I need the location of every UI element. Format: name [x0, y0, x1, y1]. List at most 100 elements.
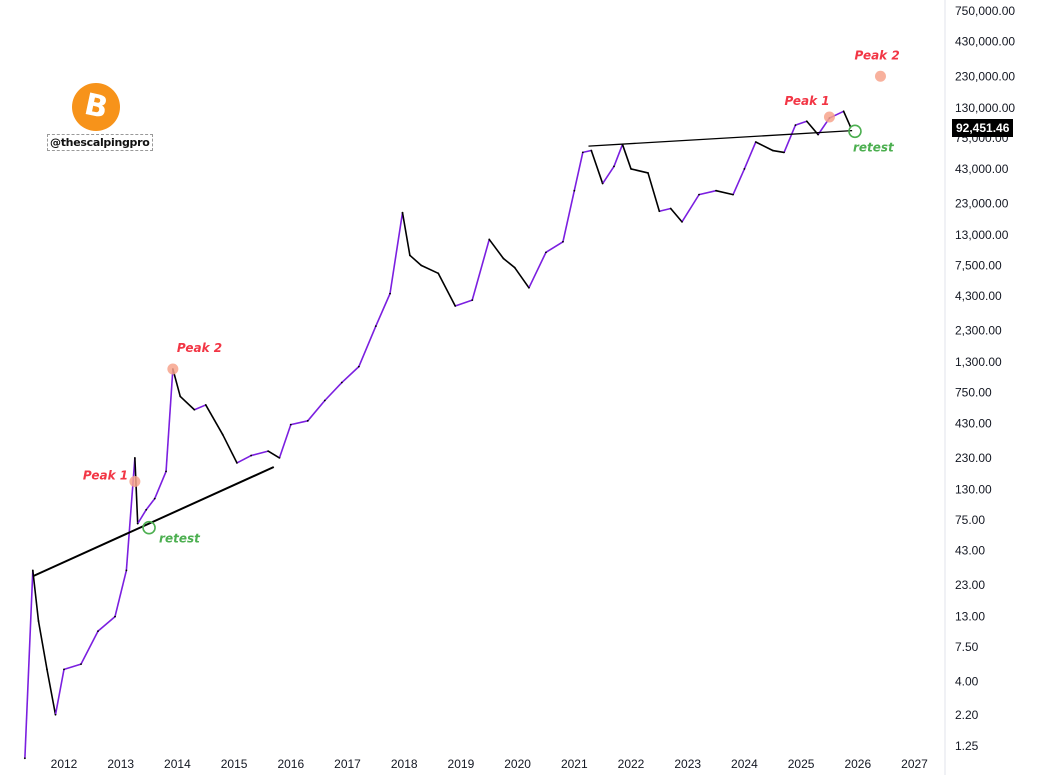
price-segment	[681, 194, 700, 223]
x-tick-label: 2027	[901, 757, 928, 771]
price-point	[153, 497, 156, 500]
price-point	[408, 254, 411, 257]
price-point	[601, 182, 604, 185]
price-segment	[842, 110, 852, 127]
price-point	[193, 408, 196, 411]
y-tick-label: 4,300.00	[955, 289, 1002, 303]
x-tick-label: 2015	[221, 757, 248, 771]
watermark-handle: @thescalpingpro	[47, 134, 153, 151]
price-segment	[194, 404, 207, 411]
x-tick-label: 2022	[618, 757, 645, 771]
price-point	[97, 630, 99, 633]
price-point	[63, 668, 65, 671]
x-tick-label: 2019	[448, 757, 475, 771]
retest-marker[interactable]	[142, 520, 156, 535]
price-point	[590, 149, 593, 152]
y-tick-label: 130.00	[955, 482, 992, 496]
price-segment	[562, 190, 576, 242]
price-segment	[755, 141, 774, 152]
price-point	[136, 522, 139, 525]
annotations[interactable]: Peak 1 Peak 2 retest Peak 1 Peak 2 retest	[83, 48, 900, 545]
price-point	[306, 419, 309, 422]
price-point	[267, 450, 270, 453]
price-segment	[732, 168, 746, 195]
retest-marker[interactable]	[848, 124, 862, 139]
x-tick-label: 2023	[674, 757, 701, 771]
price-axis[interactable]: 750,000.00 430,000.00 230,000.00 130,000.00…	[955, 4, 1015, 753]
x-tick-label: 2020	[504, 757, 531, 771]
price-segment	[670, 208, 683, 223]
price-point	[289, 423, 292, 426]
price-segment	[278, 424, 292, 459]
price-segment	[502, 257, 516, 269]
price-point	[80, 663, 82, 666]
price-point	[374, 325, 377, 327]
y-tick-label: 43.00	[955, 544, 985, 558]
trendlines[interactable]	[32, 129, 853, 578]
price-point	[145, 508, 148, 511]
price-point	[771, 149, 774, 152]
price-point	[23, 757, 26, 760]
price-segment	[375, 293, 391, 327]
price-point	[133, 456, 136, 459]
price-segment	[54, 669, 65, 715]
price-point	[46, 668, 48, 671]
x-tick-label: 2012	[51, 757, 78, 771]
annotation-label: Peak 1	[83, 469, 128, 483]
price-series	[23, 110, 852, 760]
price-point	[204, 404, 207, 406]
annotation-label: Peak 2	[177, 341, 222, 355]
price-segment	[582, 149, 592, 154]
price-segment	[471, 239, 491, 301]
price-segment	[307, 399, 326, 422]
peak-marker[interactable]	[129, 476, 141, 488]
price-segment	[63, 663, 82, 671]
trendline[interactable]	[32, 466, 275, 578]
price-segment	[795, 120, 808, 126]
price-segment	[783, 124, 797, 153]
price-point	[437, 272, 440, 275]
price-segment	[409, 254, 422, 266]
x-tick-label: 2021	[561, 757, 588, 771]
price-point	[340, 381, 343, 384]
price-point	[250, 454, 253, 457]
price-point	[545, 251, 547, 254]
price-point	[658, 210, 661, 213]
trendline[interactable]	[588, 129, 853, 147]
y-tick-label: 43,000.00	[955, 162, 1009, 176]
x-tick-label: 2016	[277, 757, 304, 771]
price-point	[732, 193, 734, 196]
price-segment	[613, 144, 624, 167]
annotation-label: Peak 1	[784, 94, 829, 108]
price-segment	[324, 381, 343, 402]
price-segment	[137, 509, 147, 525]
price-point	[647, 172, 649, 174]
price-point	[31, 569, 34, 572]
price-point	[323, 399, 326, 402]
y-tick-label: 750.00	[955, 386, 992, 400]
peak-marker[interactable]	[823, 111, 835, 123]
price-point	[613, 165, 615, 168]
price-segment	[46, 669, 57, 715]
time-axis[interactable]: 2012 2013 2014 2015 2016 2017 2018 2019 2020 2021…	[51, 757, 929, 771]
price-segment	[145, 498, 156, 511]
peak-marker[interactable]	[874, 70, 886, 82]
y-tick-label: 230.00	[955, 451, 992, 465]
price-point	[669, 207, 672, 210]
price-segment	[772, 149, 785, 154]
y-tick-label: 1.25	[955, 739, 979, 753]
y-tick-label: 23,000.00	[955, 196, 1009, 210]
price-point	[165, 470, 167, 473]
y-tick-label: 23.00	[955, 578, 985, 592]
price-segment	[621, 144, 632, 170]
peak-marker[interactable]	[167, 363, 179, 375]
price-segment	[250, 450, 269, 457]
price-point	[681, 220, 683, 223]
price-segment	[743, 141, 757, 170]
x-tick-label: 2013	[107, 757, 134, 771]
price-segment	[290, 420, 308, 426]
price-point	[562, 240, 564, 243]
y-tick-label: 7.50	[955, 640, 979, 654]
